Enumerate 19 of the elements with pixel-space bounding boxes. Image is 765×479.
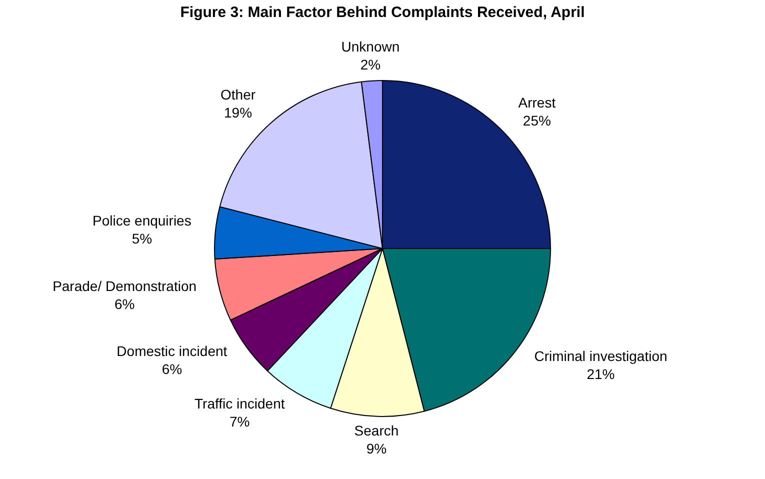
data-label: 25% [522,112,551,129]
data-label: 21% [586,366,615,382]
slice-label: Parade/ Demonstration [52,278,197,294]
data-label: 2% [360,56,381,73]
slice-label: Police enquiries [92,212,192,228]
data-label: 19% [224,104,252,120]
data-label: 5% [132,230,152,246]
data-label: 6% [114,296,135,312]
slice-label: Other [220,86,256,102]
slice-label: Traffic incident [194,396,285,412]
data-label: 7% [230,414,250,430]
chart-title: Figure 3: Main Factor Behind Complaints Received, April [180,4,585,22]
slice-label: Domestic incident [116,343,228,360]
data-label: 6% [162,361,182,378]
data-label: 9% [366,440,387,456]
slice-label: Arrest [518,94,556,111]
slice-label: Criminal investigation [534,348,668,364]
slice-label: Unknown [341,38,400,55]
slice-label: Search [354,422,399,438]
